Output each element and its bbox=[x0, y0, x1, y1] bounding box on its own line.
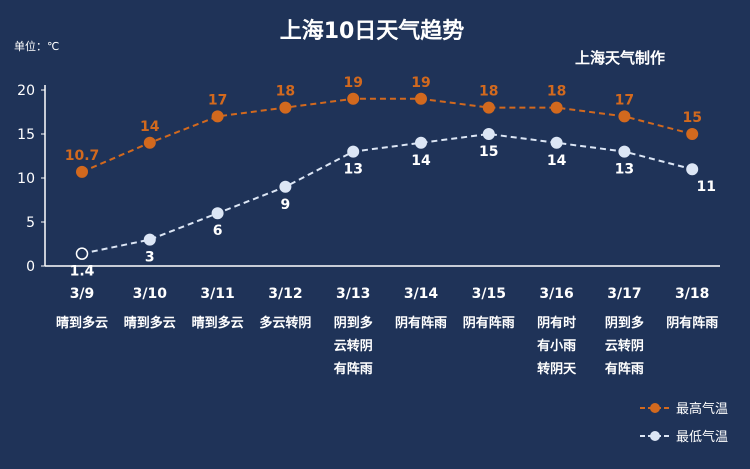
high-temp-value-label: 19 bbox=[411, 75, 430, 91]
legend-low-label: 最低气温 bbox=[676, 429, 728, 445]
low-temp-point bbox=[75, 247, 89, 260]
high-temp-point bbox=[686, 128, 699, 140]
low-temp-point bbox=[618, 145, 631, 158]
low-temp-point bbox=[211, 207, 224, 220]
series-low: 1.4 3 6 9 13 14 15 14 13 11 bbox=[70, 128, 716, 280]
y-tick-label: 10 bbox=[17, 171, 35, 187]
x-date-label: 3/13 bbox=[336, 286, 370, 302]
weather-label: 转阴天 bbox=[537, 361, 577, 377]
legend-low-marker bbox=[650, 431, 660, 441]
weather-label: 阴有阵雨 bbox=[463, 315, 515, 331]
weather-label: 晴到多云 bbox=[56, 315, 108, 331]
high-temp-point bbox=[550, 101, 563, 114]
x-date-label: 3/15 bbox=[472, 286, 506, 302]
x-date-label: 3/16 bbox=[539, 286, 573, 302]
high-temp-point bbox=[143, 136, 156, 149]
x-date-label: 3/12 bbox=[268, 286, 302, 302]
high-temp-point bbox=[347, 92, 360, 105]
high-temp-value-label: 18 bbox=[479, 84, 498, 100]
high-temp-point bbox=[279, 101, 292, 114]
high-temp-value-label: 10.7 bbox=[65, 148, 100, 164]
low-temp-value-label: 3 bbox=[145, 250, 155, 266]
high-temp-value-label: 18 bbox=[276, 84, 295, 100]
weather-label: 阴到多 bbox=[605, 315, 644, 331]
x-date-label: 3/11 bbox=[200, 286, 234, 302]
weather-label: 云转阴 bbox=[334, 338, 373, 354]
low-temp-point bbox=[279, 180, 292, 193]
low-temp-point bbox=[347, 145, 360, 158]
x-date-label: 3/17 bbox=[607, 286, 641, 302]
weather-label: 有阵雨 bbox=[334, 361, 373, 377]
low-temp-point bbox=[415, 136, 427, 149]
x-date-label: 3/18 bbox=[675, 286, 709, 302]
weather-label: 云转阴 bbox=[605, 338, 644, 354]
high-temp-point bbox=[76, 165, 88, 178]
weather-label: 有小雨 bbox=[537, 338, 576, 354]
high-temp-value-label: 19 bbox=[343, 75, 362, 91]
high-temp-point bbox=[211, 110, 224, 123]
weather-label: 阴有阵雨 bbox=[395, 315, 447, 331]
x-date-label: 3/14 bbox=[404, 286, 439, 302]
low-temp-value-label: 6 bbox=[213, 223, 223, 239]
low-temp-value-label: 14 bbox=[547, 153, 567, 169]
high-temp-point bbox=[618, 110, 631, 123]
low-temp-value-label: 13 bbox=[343, 162, 362, 178]
y-tick-label: 15 bbox=[17, 127, 35, 143]
low-temp-value-label: 15 bbox=[479, 144, 498, 160]
low-temp-value-label: 1.4 bbox=[70, 264, 95, 280]
weather-label: 多云转阴 bbox=[259, 315, 311, 331]
low-temp-point bbox=[686, 163, 699, 176]
axes: 0 5 10 15 20 bbox=[17, 83, 720, 275]
low-temp-point bbox=[482, 128, 495, 140]
chart-title: 上海10日天气趋势 bbox=[280, 18, 465, 44]
high-temp-value-label: 18 bbox=[547, 84, 566, 100]
weather-label: 阴有时 bbox=[537, 315, 576, 331]
source-note: 上海天气制作 bbox=[575, 49, 665, 67]
low-temp-value-label: 11 bbox=[696, 179, 715, 195]
legend: 最高气温 最低气温 bbox=[640, 401, 728, 445]
legend-high-marker bbox=[650, 403, 660, 413]
high-temp-value-label: 17 bbox=[615, 92, 634, 108]
high-temp-line bbox=[81, 97, 693, 173]
series-high: 10.7 14 17 18 19 19 18 18 17 15 bbox=[65, 75, 702, 178]
high-temp-value-label: 14 bbox=[140, 119, 160, 135]
x-date-label: 3/10 bbox=[133, 286, 168, 302]
low-temp-value-label: 13 bbox=[615, 162, 634, 178]
weather-label: 阴有阵雨 bbox=[666, 315, 718, 331]
low-temp-point bbox=[550, 136, 563, 149]
high-temp-point bbox=[415, 92, 427, 105]
y-tick-label: 0 bbox=[26, 259, 35, 275]
high-temp-value-label: 17 bbox=[208, 92, 227, 108]
y-tick-label: 20 bbox=[17, 83, 35, 99]
low-temp-line bbox=[81, 132, 693, 255]
weather-label: 晴到多云 bbox=[192, 315, 244, 331]
high-temp-point bbox=[482, 101, 495, 114]
legend-high-label: 最高气温 bbox=[676, 401, 728, 417]
weather-label: 阴到多 bbox=[334, 315, 373, 331]
x-axis-labels: 3/9 晴到多云 3/10 晴到多云 3/11 晴到多云 3/12 多云转阴 3/13 阴到多云转… bbox=[56, 286, 718, 377]
unit-label: 单位：℃ bbox=[14, 39, 59, 53]
y-tick-label: 5 bbox=[26, 215, 35, 231]
high-temp-value-label: 15 bbox=[682, 110, 701, 126]
low-temp-point bbox=[143, 233, 156, 246]
x-date-label: 3/9 bbox=[70, 286, 95, 302]
low-temp-value-label: 9 bbox=[281, 197, 291, 213]
weather-label: 有阵雨 bbox=[605, 361, 644, 377]
low-temp-value-label: 14 bbox=[411, 153, 431, 169]
weather-label: 晴到多云 bbox=[124, 315, 176, 331]
